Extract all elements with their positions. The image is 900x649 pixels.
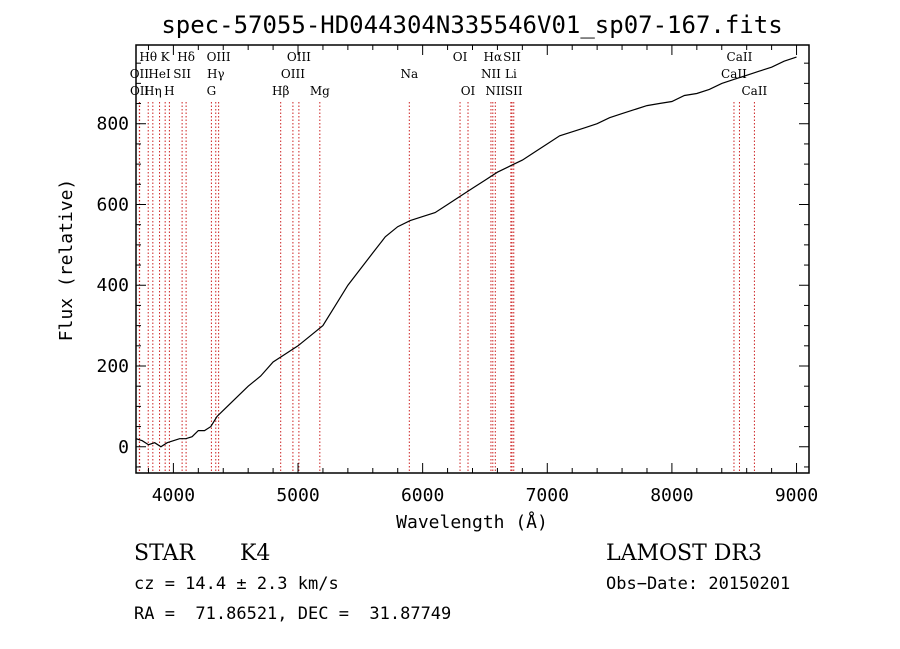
marker-label-6: Hα — [484, 50, 503, 64]
marker-label-27: CaII — [741, 84, 767, 98]
marker-label-19: Hη — [144, 84, 162, 98]
marker-label-25: NII — [485, 84, 505, 98]
x-tick-label: 7000 — [526, 485, 569, 506]
spectrum-series-line — [135, 56, 797, 448]
y-axis-label: Flux (relative) — [56, 179, 77, 342]
marker-label-14: Na — [400, 67, 418, 81]
marker-label-18: OII — [130, 84, 150, 98]
marker-label-10: HeI — [148, 67, 171, 81]
marker-label-15: NII — [481, 67, 501, 81]
survey-name: LAMOST DR3 — [606, 541, 762, 566]
marker-label-20: H — [164, 84, 174, 98]
marker-label-23: Mg — [310, 84, 330, 98]
x-tick-label: 6000 — [401, 485, 444, 506]
marker-label-11: SII — [173, 67, 191, 81]
marker-label-24: OI — [461, 84, 476, 98]
marker-label-5: OI — [453, 50, 468, 64]
spectral-subclass: K4 — [240, 541, 270, 566]
x-axis-label: Wavelength (Å) — [396, 511, 548, 533]
coordinates: RA = 71.86521, DEC = 31.87749 — [134, 604, 451, 624]
x-axis: 4000 5000 6000 7000 8000 9000 — [147, 45, 818, 506]
chart-title: spec-57055-HD044304N335546V01_sp07-167.f… — [161, 11, 782, 39]
marker-label-0: Hθ — [139, 50, 157, 64]
y-tick-label: 600 — [96, 194, 129, 215]
y-tick-label: 800 — [96, 114, 129, 135]
marker-label-2: Hδ — [177, 50, 195, 64]
marker-label-21: G — [207, 84, 217, 98]
marker-label-8: CaII — [727, 50, 753, 64]
marker-label-3: OIII — [207, 50, 231, 64]
redshift-value: cz = 14.4 ± 2.3 km/s — [134, 574, 339, 594]
marker-label-26: SII — [505, 84, 523, 98]
object-class: STAR — [134, 541, 196, 566]
marker-label-16: Li — [505, 67, 517, 81]
y-tick-label: 0 — [118, 437, 129, 458]
marker-label-22: Hβ — [272, 84, 289, 98]
x-tick-label: 4000 — [152, 485, 195, 506]
x-tick-label: 9000 — [775, 485, 818, 506]
marker-label-7: SII — [503, 50, 521, 64]
plot-frame — [135, 44, 810, 474]
y-tick-label: 400 — [96, 275, 129, 296]
x-tick-label: 8000 — [650, 485, 693, 506]
marker-label-9: OII — [130, 67, 150, 81]
y-axis: 0 200 400 600 800 — [96, 62, 809, 468]
x-tick-label: 5000 — [276, 485, 319, 506]
marker-label-12: Hγ — [207, 67, 225, 81]
marker-label-13: OIII — [281, 67, 305, 81]
marker-label-4: OIII — [287, 50, 311, 64]
marker-label-1: K — [161, 50, 171, 64]
y-tick-label: 200 — [96, 356, 129, 377]
obs-date: Obs−Date: 20150201 — [606, 574, 790, 594]
